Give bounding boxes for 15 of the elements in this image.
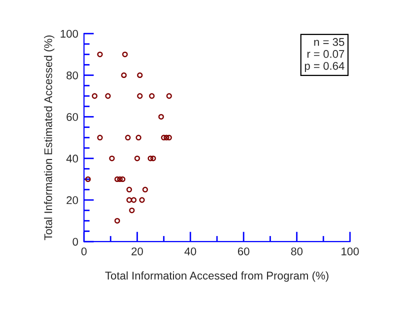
y-axis-title: Total Information Estimated Accessed (%)	[44, 35, 54, 240]
y-tick-label: 0	[72, 238, 78, 246]
annotation: n = 35 r = 0.07 p = 0.64	[304, 38, 344, 72]
x-tick-label: 100	[342, 247, 359, 256]
y-tick-label: 60	[66, 113, 78, 121]
y-tick-label: 20	[66, 196, 78, 204]
x-tick-label: 60	[238, 247, 250, 256]
x-tick-label: 20	[132, 247, 143, 256]
y-tick-label: 80	[66, 71, 78, 80]
y-tick-label: 100	[60, 30, 78, 38]
x-axis-title: Total Information Accessed from Program (%)	[105, 271, 328, 282]
y-tick-label: 40	[66, 154, 78, 163]
x-tick-label: 80	[291, 247, 303, 256]
x-tick-label: 40	[184, 247, 196, 256]
x-tick-label: 0	[81, 247, 87, 256]
